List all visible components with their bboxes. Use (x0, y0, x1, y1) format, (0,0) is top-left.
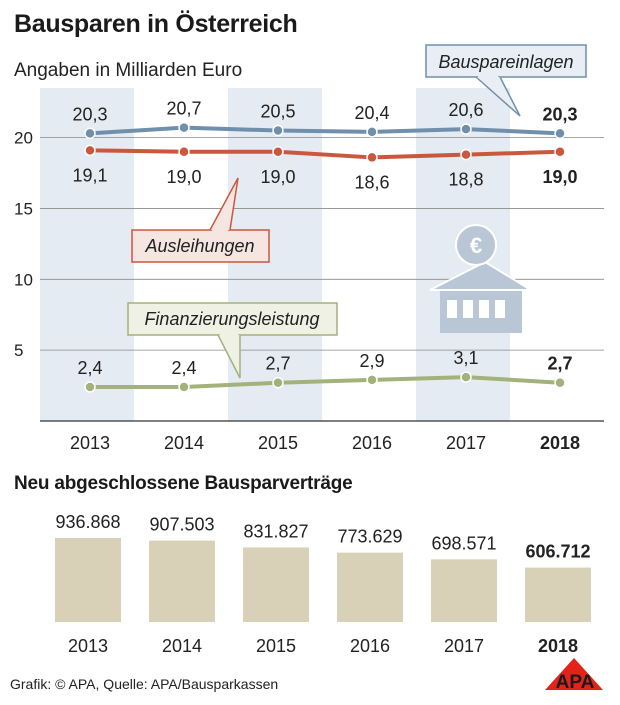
label-ausleihungen-2016: 18,6 (354, 172, 389, 192)
bar-label-2017: 698.571 (431, 533, 496, 553)
stripe-2013 (40, 88, 134, 421)
year-2014: 2014 (164, 433, 204, 453)
point-ausleihungen-2013 (84, 144, 96, 157)
label-ausleihungen-2015: 19,0 (260, 167, 295, 187)
bar-2013 (55, 538, 121, 622)
point-ausleihungen-2015 (272, 146, 284, 158)
series-line-finanzierung (90, 375, 561, 389)
label-bausparen-2014: 20,7 (166, 99, 201, 119)
bar-label-2018: 606.712 (525, 542, 590, 562)
bar-year-2018: 2018 (538, 636, 578, 656)
bar-year-2014: 2014 (162, 636, 202, 656)
callout-finanzierungsleistung: Finanzierungsleistung (127, 302, 338, 379)
year-2016: 2016 (352, 433, 392, 453)
bar-x-axis-years: 2013 2014 2015 2016 2017 2018 (68, 636, 578, 656)
bar-year-2013: 2013 (68, 636, 108, 656)
bar-year-2016: 2016 (350, 636, 390, 656)
point-finanzierung-2013 (84, 381, 96, 393)
bar-2014 (149, 540, 215, 622)
svg-text:€: € (470, 233, 482, 258)
label-ausleihungen-2013: 19,1 (72, 165, 107, 185)
point-finanzierung-2018 (554, 376, 566, 389)
y-tick-20: 20 (14, 129, 33, 148)
year-2015: 2015 (258, 433, 298, 453)
bar-label-2015: 831.827 (243, 521, 308, 541)
bar-value-labels: 936.868 907.503 831.827 773.629 698.571 606.7… (55, 512, 590, 562)
chart-title: Bausparen in Österreich (14, 10, 298, 38)
callout-bauspareinlagen: Bauspareinlagen (425, 44, 587, 117)
y-tick-10: 10 (14, 270, 33, 289)
bar-year-2015: 2015 (256, 636, 296, 656)
point-finanzierung-2015 (272, 376, 284, 389)
point-finanzierung-2016 (366, 374, 378, 386)
source-note: Grafik: © APA, Quelle: APA/Bausparkassen (10, 676, 279, 692)
point-bausparen-2018 (554, 127, 566, 140)
chart-subtitle: Angaben in Milliarden Euro (14, 60, 243, 81)
year-2013: 2013 (70, 433, 110, 453)
data-labels: 20,3 20,7 20,5 20,4 20,6 20,3 19,1 19,0 19,0 18,6… (72, 99, 577, 378)
point-bausparen-2013 (84, 127, 96, 140)
bar-2018 (525, 567, 591, 622)
x-axis-years: 2013 2014 2015 2016 2017 2018 (70, 433, 580, 453)
bar-2015 (243, 547, 309, 622)
bar-label-2013: 936.868 (55, 512, 120, 532)
point-ausleihungen-2016 (366, 151, 378, 164)
label-finanzierung-2018: 2,7 (547, 354, 572, 374)
label-bausparen-2017: 20,6 (448, 100, 483, 120)
point-bausparen-2016 (366, 126, 378, 138)
house-icon: € (429, 224, 535, 333)
point-bausparen-2014 (178, 121, 190, 134)
y-axis-ticks: 5 10 15 20 (14, 129, 33, 361)
line-series (84, 121, 566, 393)
point-finanzierung-2014 (178, 381, 190, 393)
callout-label-finanzierungsleistung: Finanzierungsleistung (144, 309, 319, 329)
label-ausleihungen-2014: 19,0 (166, 167, 201, 187)
series-line-ausleihungen (89, 148, 561, 160)
apa-logo: APA (545, 658, 603, 693)
label-finanzierung-2014: 2,4 (171, 358, 196, 378)
y-tick-5: 5 (14, 341, 23, 360)
label-bausparen-2016: 20,4 (354, 103, 389, 123)
callout-label-bauspareinlagen: Bauspareinlagen (438, 52, 573, 72)
point-bausparen-2017 (460, 123, 472, 135)
label-finanzierung-2017: 3,1 (453, 348, 478, 368)
callout-label-ausleihungen: Ausleihungen (144, 236, 254, 256)
bar-series (55, 538, 591, 622)
point-ausleihungen-2017 (460, 148, 472, 161)
label-ausleihungen-2017: 18,8 (448, 170, 483, 190)
label-bausparen-2013: 20,3 (72, 104, 107, 124)
bar-label-2016: 773.629 (337, 527, 402, 547)
point-ausleihungen-2014 (178, 146, 190, 158)
y-tick-15: 15 (14, 199, 33, 218)
bar-2016 (337, 552, 403, 622)
label-ausleihungen-2018: 19,0 (542, 167, 577, 187)
label-bausparen-2015: 20,5 (260, 102, 295, 122)
point-ausleihungen-2018 (554, 146, 566, 158)
logo-text: APA (556, 672, 595, 693)
bar-2017 (431, 559, 497, 622)
series-line-bausparen (89, 125, 561, 136)
label-bausparen-2018: 20,3 (542, 104, 577, 124)
label-finanzierung-2013: 2,4 (77, 358, 102, 378)
label-finanzierung-2016: 2,9 (359, 351, 384, 371)
year-2017: 2017 (446, 433, 486, 453)
point-finanzierung-2017 (460, 371, 472, 383)
label-finanzierung-2015: 2,7 (265, 354, 290, 374)
point-bausparen-2015 (272, 124, 284, 137)
bar-label-2014: 907.503 (149, 515, 214, 535)
year-2018: 2018 (540, 433, 580, 453)
bar-chart-title: Neu abgeschlossene Bausparverträge (14, 473, 353, 494)
bar-year-2017: 2017 (444, 636, 484, 656)
callout-ausleihungen: Ausleihungen (131, 177, 270, 263)
